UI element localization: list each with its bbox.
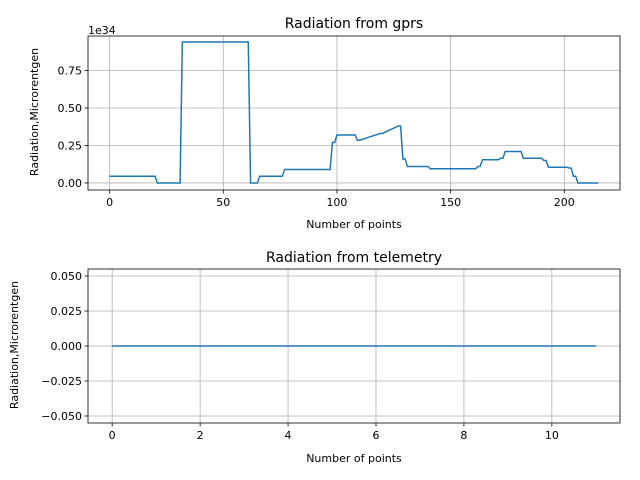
chart-telemetry-y-ticks: −0.050 −0.025 0.000 0.025 0.050	[41, 270, 88, 423]
chart-telemetry-xtick-label: 0	[109, 429, 116, 442]
chart-gprs-xtick-label: 200	[554, 196, 575, 209]
chart-gprs-title: Radiation from gprs	[285, 16, 423, 32]
chart-gprs-ytick-label: 0.00	[58, 177, 83, 190]
chart-telemetry-xtick-label: 10	[545, 429, 559, 442]
chart-telemetry-xlabel: Number of points	[306, 452, 402, 465]
chart-telemetry-xtick-label: 4	[285, 429, 292, 442]
chart-telemetry-xtick-label: 6	[372, 429, 379, 442]
chart-telemetry-x-ticks: 0 2 4 6 8 10	[109, 423, 559, 442]
chart-gprs-ytick-label: 0.50	[58, 102, 83, 115]
chart-telemetry-ytick-label: −0.025	[41, 375, 82, 388]
chart-gprs: Radiation from gprs 1e34 0 50 100 150 200 0.…	[28, 16, 621, 231]
chart-telemetry-ytick-label: 0.050	[51, 270, 83, 283]
chart-gprs-xtick-label: 50	[216, 196, 230, 209]
chart-gprs-y-ticks: 0.00 0.25 0.50 0.75	[58, 64, 88, 190]
chart-telemetry: Radiation from telemetry 0 2 4 6 8 10 −0.050−…	[8, 250, 621, 465]
chart-gprs-series-line	[109, 41, 599, 184]
chart-gprs-x-ticks: 0 50 100 150 200	[106, 190, 575, 209]
chart-telemetry-title: Radiation from telemetry	[266, 250, 442, 266]
chart-gprs-ytick-label: 0.75	[58, 64, 83, 77]
chart-gprs-ytick-label: 0.25	[58, 139, 83, 152]
chart-telemetry-xtick-label: 2	[197, 429, 204, 442]
chart-gprs-xtick-label: 0	[106, 196, 113, 209]
chart-gprs-frame	[87, 35, 621, 191]
chart-telemetry-xtick-label: 8	[460, 429, 467, 442]
chart-gprs-xtick-label: 100	[326, 196, 347, 209]
chart-gprs-xtick-label: 150	[440, 196, 461, 209]
chart-gprs-xlabel: Number of points	[306, 218, 402, 231]
chart-telemetry-ytick-label: −0.050	[41, 410, 82, 423]
chart-gprs-ylabel: Radiation,Microrentgen	[28, 48, 41, 176]
chart-telemetry-ylabel: Radiation,Microrentgen	[8, 281, 21, 409]
chart-telemetry-ytick-label: 0.000	[51, 340, 83, 353]
chart-gprs-offset-label: 1e34	[88, 24, 116, 37]
chart-telemetry-ytick-label: 0.025	[51, 305, 83, 318]
